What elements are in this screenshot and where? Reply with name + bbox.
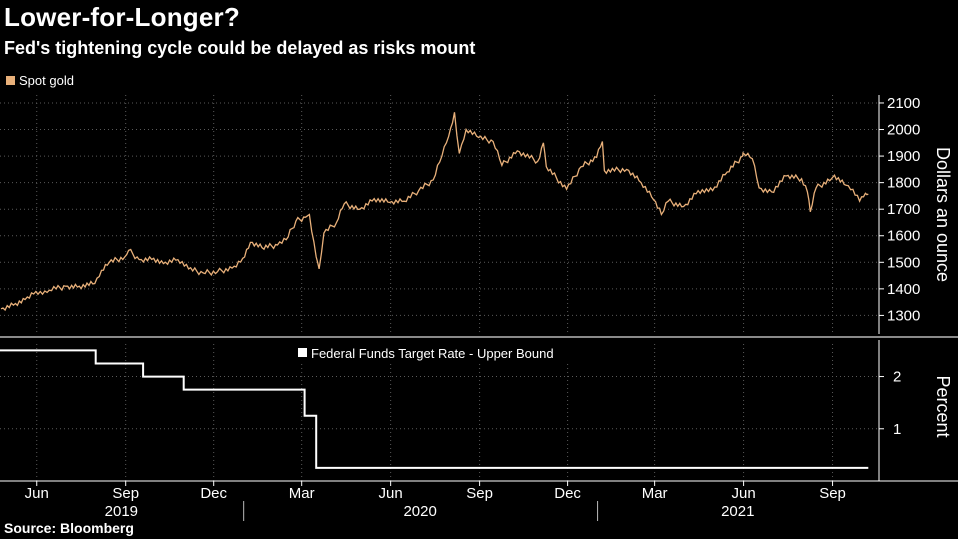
x-tick-label: Jun (25, 485, 49, 502)
y-tick-label: 1 (893, 421, 901, 438)
y-tick-label: 1500 (887, 254, 920, 271)
chart-subtitle: Fed's tightening cycle could be delayed … (4, 38, 476, 58)
legend-swatch-fed-rate (298, 348, 307, 357)
x-tick-label: Mar (642, 485, 668, 502)
y-tick-label: 1700 (887, 201, 920, 218)
x-tick-label: Jun (731, 485, 755, 502)
x-tick-label: Sep (112, 485, 139, 502)
legend-background (291, 344, 589, 364)
chart-title: Lower-for-Longer? (4, 2, 240, 32)
year-label: 2021 (721, 503, 754, 520)
y-tick-label: 1800 (887, 175, 920, 192)
chart-source: Source: Bloomberg (4, 520, 134, 536)
fed-funds-rate-line (0, 349, 869, 469)
fed-rate-panel: 1 2 Federal Funds Target Rate - Upper Boun… (0, 340, 953, 481)
x-tick-label: Mar (289, 485, 315, 502)
legend-swatch-spot-gold (6, 76, 15, 85)
y-tick-label: 1400 (887, 281, 920, 298)
x-tick-label: Sep (466, 485, 493, 502)
x-tick-label: Dec (200, 485, 227, 502)
gold-price-panel: 1300 1400 1500 1600 1700 1800 1900 2000 2100 Spot… (0, 73, 958, 338)
y-tick-label: 2100 (887, 95, 920, 112)
legend-label-fed-rate: Federal Funds Target Rate - Upper Bound (311, 346, 554, 361)
x-tick-label: Jun (379, 485, 403, 502)
y-tick-label: 2 (893, 369, 901, 386)
y-tick-label: 1600 (887, 228, 920, 245)
y-tick-label: 1300 (887, 307, 920, 324)
spot-gold-line (0, 112, 869, 312)
gold-y-axis-title: Dollars an ounce (933, 147, 953, 282)
year-label: 2020 (403, 503, 436, 520)
y-tick-label: 1900 (887, 148, 920, 165)
y-tick-label: 2000 (887, 122, 920, 139)
fed-legend: Federal Funds Target Rate - Upper Bound (291, 344, 589, 364)
year-label: 2019 (105, 503, 138, 520)
gold-legend: Spot gold (6, 73, 74, 88)
x-tick-label: Dec (554, 485, 581, 502)
x-tick-label: Sep (819, 485, 846, 502)
legend-label-spot-gold: Spot gold (19, 73, 74, 88)
fed-y-axis-title: Percent (933, 375, 953, 437)
